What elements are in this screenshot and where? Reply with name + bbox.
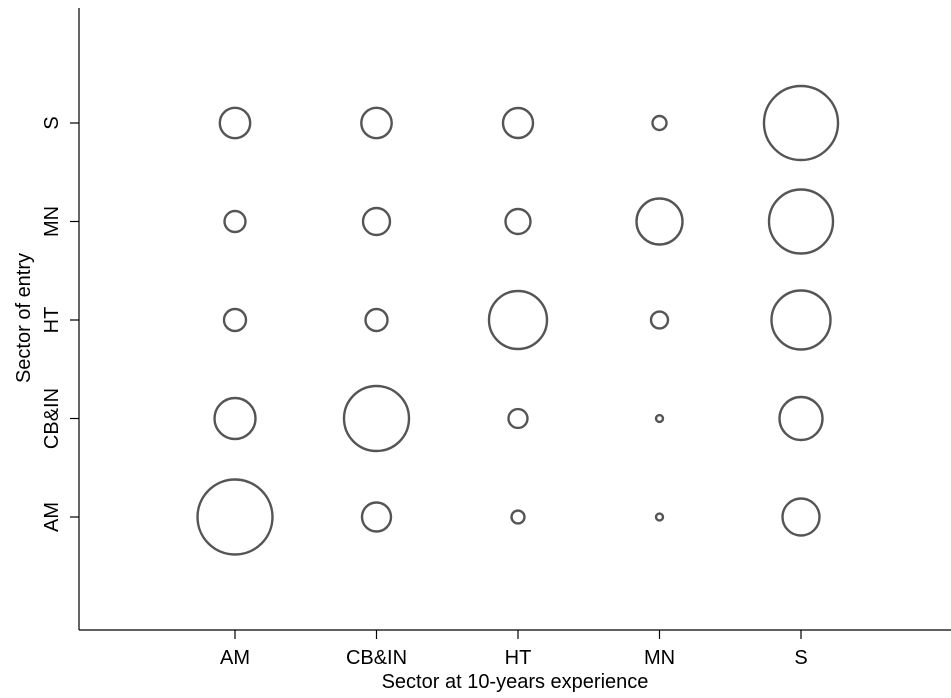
bubble-point [507,407,529,430]
bubble-point [649,310,670,330]
y-axis-title: Sector of entry [13,253,35,383]
y-axis-ticks: AM CB&IN HT MN S [41,116,79,532]
bubble-point [635,197,684,246]
bubble-point [361,206,392,237]
bubble-point [651,114,668,132]
bubble-point [487,289,549,351]
bubbles-layer [196,84,840,556]
x-tick-label: CB&IN [346,647,407,669]
bubble-point [218,106,252,140]
y-tick-label: S [41,116,63,129]
bubble-point [222,307,248,333]
x-tick-label: HT [505,647,532,669]
x-tick-label: AM [220,647,250,669]
y-tick-label: MN [41,206,63,237]
y-tick-label: HT [41,307,63,334]
bubble-point [360,501,393,533]
bubble-point [196,478,274,556]
bubble-point [501,106,535,140]
bubble-point [781,497,821,537]
bubble-point [360,106,393,140]
bubble-point [213,396,257,441]
bubble-point [654,512,665,522]
plot-area: AM CB&IN HT MN S AM CB&IN HT MN S [41,8,951,669]
bubble-point [504,207,532,236]
bubble-point [364,307,389,333]
bubble-point [223,209,247,234]
bubble-point [778,395,824,442]
x-axis-title: Sector at 10-years experience [382,671,649,693]
bubble-point [342,384,411,453]
bubble-point [654,413,665,424]
bubble-point [770,289,832,351]
bubble-point [767,188,835,255]
y-tick-label: CB&IN [41,388,63,449]
y-tick-label: AM [41,502,63,532]
x-axis-ticks: AM CB&IN HT MN S [220,630,808,669]
x-tick-label: MN [644,647,675,669]
x-tick-label: S [794,647,807,669]
bubble-point [510,509,526,525]
bubble-point [762,84,840,162]
